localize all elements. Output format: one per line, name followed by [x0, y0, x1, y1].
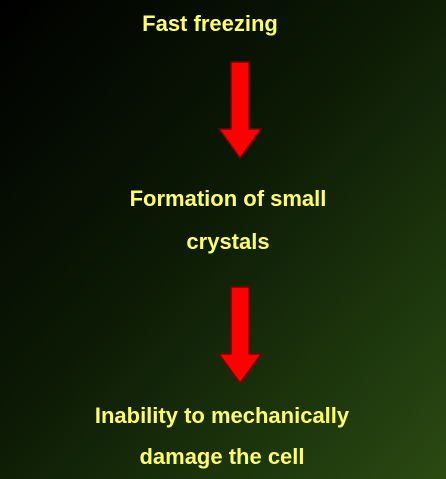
arrow — [217, 61, 263, 160]
arrow — [217, 286, 263, 385]
node-label: damage the cell — [139, 444, 304, 469]
node-label: Formation of small — [130, 186, 327, 211]
node-label: Inability to mechanically — [95, 403, 350, 428]
node-label: crystals — [186, 229, 269, 254]
node-label: Fast freezing — [142, 11, 278, 36]
